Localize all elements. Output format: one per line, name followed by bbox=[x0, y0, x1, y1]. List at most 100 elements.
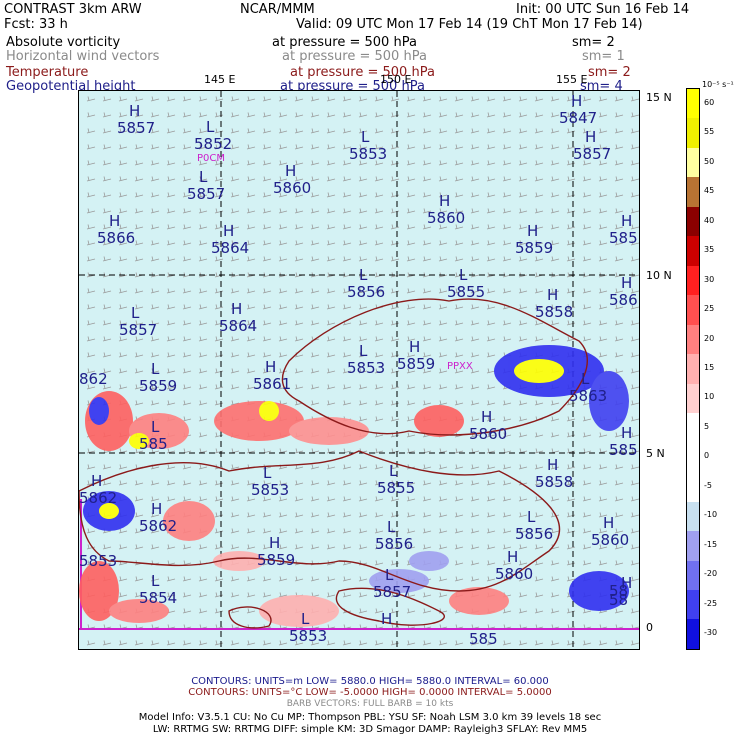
center-value: 5859 bbox=[139, 377, 178, 395]
center-type: L bbox=[385, 566, 394, 584]
center-value: 5853 bbox=[251, 481, 290, 499]
center-value: 5863 bbox=[569, 387, 608, 405]
lat-label: 5 N bbox=[646, 447, 665, 460]
colorbar-swatch bbox=[687, 413, 699, 443]
height-center: H 5859 bbox=[257, 535, 295, 569]
colorbar-swatch bbox=[687, 89, 699, 119]
center-type: L bbox=[263, 464, 272, 482]
height-center: L 5852 bbox=[194, 119, 232, 153]
height-center: H 5858 bbox=[535, 287, 573, 321]
center-type: L bbox=[151, 360, 160, 378]
colorbar-tick-label: 60 bbox=[704, 97, 715, 107]
height-center: L 5859 bbox=[139, 361, 177, 395]
center-type: H bbox=[621, 212, 633, 230]
center-type: H bbox=[621, 574, 633, 592]
center-type: L bbox=[206, 118, 215, 136]
center-value: 5857 bbox=[119, 321, 158, 339]
height-center: H 585 bbox=[609, 425, 638, 459]
colorbar-tick-label: 20 bbox=[704, 333, 715, 343]
center-name: NCAR/MMM bbox=[240, 2, 315, 17]
colorbar-swatch bbox=[687, 236, 699, 266]
center-type: L bbox=[389, 462, 398, 480]
center-type: H bbox=[439, 192, 451, 210]
center-value: 5853 bbox=[349, 145, 388, 163]
colorbar-swatch bbox=[687, 265, 699, 296]
center-type: H bbox=[265, 358, 277, 376]
height-center: L 5857 bbox=[119, 305, 157, 339]
center-value: 862 bbox=[79, 370, 108, 388]
center-type: L bbox=[459, 266, 468, 284]
colorbar-tick-label: 25 bbox=[704, 304, 715, 314]
height-center: L 5853 bbox=[289, 611, 327, 645]
center-type: H bbox=[91, 472, 103, 490]
lon-label: 145 E bbox=[204, 73, 236, 86]
init-time: Init: 00 UTC Sun 16 Feb 14 bbox=[516, 2, 690, 17]
center-value: 5853 bbox=[347, 359, 386, 377]
colorbar-tick-label: 15 bbox=[704, 363, 715, 372]
height-center: H 5861 bbox=[253, 359, 291, 393]
height-center: H 5857 bbox=[573, 129, 611, 163]
field-level: at pressure = 500 hPa bbox=[272, 35, 417, 50]
center-type: H bbox=[269, 534, 281, 552]
height-center: H 5866 bbox=[97, 213, 135, 247]
center-value: 5853 bbox=[79, 552, 118, 570]
field-smoothing: sm= 1 bbox=[582, 49, 625, 64]
lat-label: 10 N bbox=[646, 269, 672, 282]
center-value: 5855 bbox=[447, 283, 486, 301]
center-value: 5856 bbox=[515, 525, 554, 543]
colorbar-swatch bbox=[687, 531, 699, 561]
center-type: H bbox=[585, 128, 597, 146]
center-value: 5856 bbox=[375, 535, 414, 553]
field-name: Horizontal wind vectors bbox=[6, 49, 160, 64]
center-type: L bbox=[581, 370, 590, 388]
center-type: H bbox=[285, 162, 297, 180]
center-value: 5847 bbox=[559, 109, 598, 127]
center-value: 585 bbox=[469, 630, 498, 648]
center-value: 5858 bbox=[535, 303, 574, 321]
center-value: 5859 bbox=[397, 355, 436, 373]
height-center: L 5856 bbox=[375, 519, 413, 553]
height-center: L 585 bbox=[139, 419, 168, 453]
center-value: 5859 bbox=[257, 551, 296, 569]
center-value: 5860 bbox=[591, 531, 630, 549]
center-type: H bbox=[129, 102, 141, 120]
center-type: L bbox=[359, 342, 368, 360]
colorbar-swatch bbox=[687, 589, 699, 620]
colorbar-tick-label: 55 bbox=[704, 127, 715, 137]
colorbar-swatch bbox=[687, 442, 699, 473]
height-center: L 5856 bbox=[515, 509, 553, 543]
center-value: 58 bbox=[609, 591, 629, 609]
height-center: L 5853 bbox=[347, 343, 385, 377]
center-value: 585 bbox=[139, 435, 168, 453]
center-type: L bbox=[131, 304, 140, 322]
model-title: CONTRAST 3km ARW bbox=[4, 2, 142, 17]
contour-info-temp: CONTOURS: UNITS=°C LOW= -5.0000 HIGH= 0.… bbox=[188, 687, 552, 698]
height-center: H 5860 bbox=[495, 549, 533, 583]
height-center: H 586 bbox=[609, 275, 638, 309]
colorbar-swatch bbox=[687, 472, 699, 502]
center-value: 5857 bbox=[373, 583, 412, 601]
center-value: 586 bbox=[609, 291, 638, 309]
center-value: 5854 bbox=[139, 589, 178, 607]
lon-label: 150 E bbox=[380, 73, 412, 86]
colorbar-swatch bbox=[687, 619, 699, 649]
colorbar-swatch bbox=[687, 560, 699, 590]
height-center: 5853 bbox=[79, 553, 117, 570]
colorbar-swatch bbox=[687, 206, 699, 237]
height-center: 862 bbox=[79, 371, 108, 388]
colorbar-tick-label: 50 bbox=[704, 156, 715, 166]
colorbar-tick-label: 45 bbox=[704, 186, 715, 196]
colorbar-tick-label: 10 bbox=[704, 392, 715, 402]
height-center: L 5857 bbox=[187, 169, 225, 203]
valid-time: Valid: 09 UTC Mon 17 Feb 14 (19 ChT Mon … bbox=[296, 17, 643, 32]
center-value: 5859 bbox=[515, 239, 554, 257]
center-type: H bbox=[381, 610, 393, 628]
center-type: L bbox=[361, 128, 370, 146]
map-panel: H 5857 L 5852 L 5853 H 5857 H 5847 L 5857 H 5860 H 5860… bbox=[78, 90, 640, 650]
station-label: PPXX bbox=[447, 361, 473, 372]
center-type: L bbox=[387, 518, 396, 536]
height-center: H 5860 bbox=[427, 193, 465, 227]
center-type: H bbox=[571, 92, 583, 110]
center-type: H bbox=[231, 300, 243, 318]
colorbar-tick-label: 0 bbox=[704, 451, 710, 461]
